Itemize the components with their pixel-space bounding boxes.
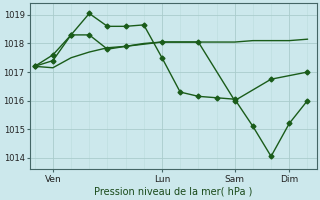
X-axis label: Pression niveau de la mer( hPa ): Pression niveau de la mer( hPa ) [94,187,252,197]
